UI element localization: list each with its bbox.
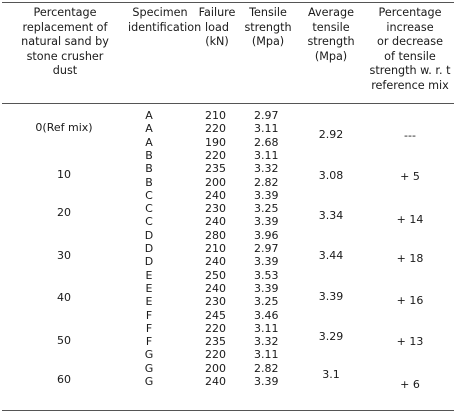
specimen-cell: G [144, 375, 154, 388]
average-tensile-cell: 2.92 [318, 128, 344, 141]
tensile-strength-cell: 2.97 [254, 242, 279, 255]
percentage-change-cell: + 6 [400, 378, 420, 391]
header-failure-load: Failure load (kN) [198, 6, 236, 49]
average-tensile-cell: 3.34 [318, 209, 344, 222]
percentage-replacement-cell: 20 [57, 206, 71, 219]
failure-load-cell: 250 [205, 268, 226, 282]
failure-load-cell: 235 [205, 335, 226, 349]
tensile-strength-cell: 2.68 [254, 135, 279, 149]
average-tensile-cell: 3.29 [318, 330, 344, 343]
tensile-strength-cell: 3.39 [254, 281, 279, 295]
header-tensile-strength: Tensile strength (Mpa) [244, 6, 292, 49]
average-tensile-cell: 3.1 [322, 368, 340, 381]
specimen-cell: E [145, 281, 153, 295]
header-average-tensile-strength: Average tensile strength (Mpa) [307, 6, 355, 63]
table-top-rule [2, 2, 454, 3]
percentage-replacement-cell: 0(Ref mix) [35, 121, 93, 134]
failure-load-cell: 240 [205, 255, 226, 269]
specimen-cell: G [144, 361, 154, 375]
percentage-change-cell: --- [404, 129, 416, 142]
average-tensile-cell: 3.39 [318, 290, 344, 303]
tensile-strength-cell: 3.25 [254, 202, 279, 216]
failure-load-cell: 210 [205, 242, 226, 255]
average-tensile-cell: 3.08 [318, 169, 344, 182]
failure-load-cell: 245 [205, 308, 226, 322]
percentage-change-cell: + 13 [396, 335, 424, 348]
failure-load-cell: 220 [205, 122, 226, 136]
failure-load-cell: 220 [205, 148, 226, 162]
tensile-strength-cell: 3.39 [254, 375, 279, 388]
tensile-strength-cell: 3.53 [254, 268, 279, 282]
tensile-strength-cell: 3.11 [254, 348, 279, 362]
failure-load-cell: 200 [205, 175, 226, 189]
specimen-cell: B [145, 148, 153, 162]
specimen-cell: A [145, 122, 153, 136]
tensile-strength-cell: 3.32 [254, 162, 279, 176]
tensile-strength-cell: 2.82 [254, 361, 279, 375]
tensile-strength-cell: 3.39 [254, 188, 279, 202]
percentage-change-cell: + 5 [400, 170, 420, 183]
percentage-replacement-cell: 10 [57, 168, 71, 181]
failure-load-cell: 200 [205, 361, 226, 375]
failure-load-cell: 240 [205, 375, 226, 388]
percentage-change-cell: + 16 [396, 294, 424, 307]
failure-load-cell: 190 [205, 135, 226, 149]
tensile-strength-cell: 3.25 [254, 295, 279, 309]
average-tensile-cell: 3.44 [318, 249, 344, 262]
failure-load-cell: 220 [205, 321, 226, 335]
header-percentage-change: Percentage increase or decrease of tensi… [369, 6, 451, 92]
tensile-strength-cell: 3.11 [254, 122, 279, 136]
failure-load-cell: 240 [205, 188, 226, 202]
tensile-strength-cell: 3.39 [254, 255, 279, 269]
table-bottom-rule [2, 410, 454, 411]
failure-load-cell: 230 [205, 202, 226, 216]
tensile-strength-cell: 3.39 [254, 215, 279, 229]
failure-load-cell: 235 [205, 162, 226, 176]
specimen-cell: D [144, 242, 154, 255]
specimen-cell: F [145, 321, 153, 335]
specimen-cell: A [145, 135, 153, 149]
specimen-cell: G [144, 348, 154, 362]
percentage-replacement-cell: 30 [57, 249, 71, 262]
specimen-cell: E [145, 268, 153, 282]
failure-load-cell: 240 [205, 215, 226, 229]
specimen-cell: B [145, 175, 153, 189]
percentage-change-cell: + 14 [396, 213, 424, 226]
header-percentage-replacement: Percentage replacement of natural sand b… [21, 6, 109, 78]
header-bottom-rule [2, 103, 454, 104]
failure-load-cell: 230 [205, 295, 226, 309]
specimen-cell: C [145, 188, 153, 202]
percentage-replacement-cell: 60 [57, 373, 71, 386]
tensile-strength-cell: 3.32 [254, 335, 279, 349]
failure-load-cell: 210 [205, 109, 226, 122]
tensile-strength-cell: 3.11 [254, 148, 279, 162]
tensile-strength-cell: 3.46 [254, 308, 279, 322]
tensile-strength-cell: 2.97 [254, 109, 279, 122]
percentage-change-cell: + 18 [396, 252, 424, 265]
header-specimen-identification: Specimen identification [128, 6, 202, 34]
failure-load-cell: 280 [205, 228, 226, 242]
specimen-cell: C [145, 202, 153, 216]
specimen-cell: D [144, 255, 154, 269]
failure-load-cell: 220 [205, 348, 226, 362]
specimen-cell: F [145, 335, 153, 349]
failure-load-cell: 240 [205, 281, 226, 295]
tensile-strength-cell: 3.11 [254, 321, 279, 335]
percentage-replacement-cell: 50 [57, 334, 71, 347]
specimen-cell: E [145, 295, 153, 309]
specimen-cell: F [145, 308, 153, 322]
tensile-strength-cell: 3.96 [254, 228, 279, 242]
specimen-cell: C [145, 215, 153, 229]
specimen-cell: B [145, 162, 153, 176]
percentage-replacement-cell: 40 [57, 291, 71, 304]
specimen-cell: A [145, 109, 153, 122]
specimen-cell: D [144, 228, 154, 242]
tensile-strength-cell: 2.82 [254, 175, 279, 189]
